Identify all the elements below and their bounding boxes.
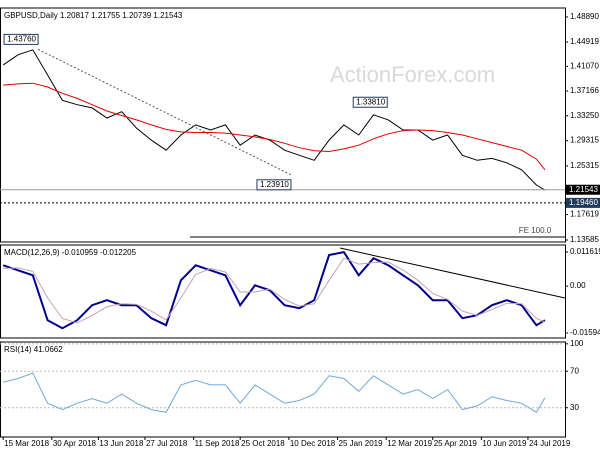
y-tick-label: 1.17619 [570, 210, 599, 219]
panel-frame [0, 341, 566, 438]
annotation-box [352, 96, 388, 108]
x-tick-label: 25 Oct 2018 [241, 439, 285, 448]
x-tick-label: 12 Mar 2019 [387, 439, 432, 448]
annotation-box [256, 179, 292, 191]
trend-line [37, 48, 292, 176]
panel-title: GBPUSD,Daily 1.20817 1.21755 1.20739 1.2… [4, 11, 183, 20]
x-tick-label: 25 Jan 2019 [339, 439, 384, 448]
y-tick-label: 70 [570, 366, 579, 375]
y-tick-label: 30 [570, 403, 579, 412]
x-tick-label: 24 Jul 2019 [529, 439, 571, 448]
x-tick-label: 30 Apr 2018 [53, 439, 97, 448]
price-tag-box [566, 197, 600, 208]
y-tick-label: 0.011619 [570, 247, 600, 256]
y-tick-label: 1.29315 [570, 136, 599, 145]
y-tick-label: 0.00 [570, 281, 586, 290]
y-tick-label: 1.13585 [570, 235, 599, 244]
x-tick-label: 25 Apr 2019 [434, 439, 478, 448]
panel-title: MACD(12,26,9) -0.010959 -0.012205 [4, 248, 137, 257]
x-tick-label: 10 Dec 2018 [290, 439, 336, 448]
series-line [2, 49, 546, 191]
y-tick-label: 1.37166 [570, 86, 599, 95]
annotation-label: 1.43760 [7, 34, 36, 43]
series-line [3, 257, 546, 324]
annotation-label: 1.23910 [260, 180, 289, 189]
macd-trend-line [339, 247, 566, 299]
fe-label: FE 100.0 [519, 226, 552, 235]
y-tick-label: 100 [570, 339, 584, 348]
series-line [3, 82, 546, 171]
price-tag: 1.19460 [569, 198, 598, 207]
x-tick-label: 10 Jun 2019 [482, 439, 527, 448]
annotation-label: 1.33810 [356, 97, 385, 106]
price-tag-box [566, 184, 600, 195]
y-tick-label: 1.48890 [570, 12, 599, 21]
y-tick-label: 1.41070 [570, 61, 599, 70]
panel-frame [0, 7, 566, 243]
watermark: ActionForex.com [330, 62, 495, 87]
x-tick-label: 11 Sep 2018 [195, 439, 240, 448]
annotation-box [3, 33, 39, 45]
x-tick-label: 27 Jul 2018 [146, 439, 188, 448]
y-tick-label: 1.44919 [570, 37, 599, 46]
series-line [3, 372, 546, 413]
panel-frame [0, 244, 566, 339]
x-tick-label: 15 Mar 2018 [4, 439, 49, 448]
series-line [2, 250, 546, 330]
y-tick-label: 1.25315 [570, 161, 599, 170]
panel-title: RSI(14) 41.0662 [4, 345, 63, 354]
price-tag: 1.21543 [569, 185, 598, 194]
y-tick-label: -0.015949 [570, 328, 600, 337]
y-tick-label: 1.33250 [570, 111, 599, 120]
x-tick-label: 13 Jun 2018 [99, 439, 144, 448]
